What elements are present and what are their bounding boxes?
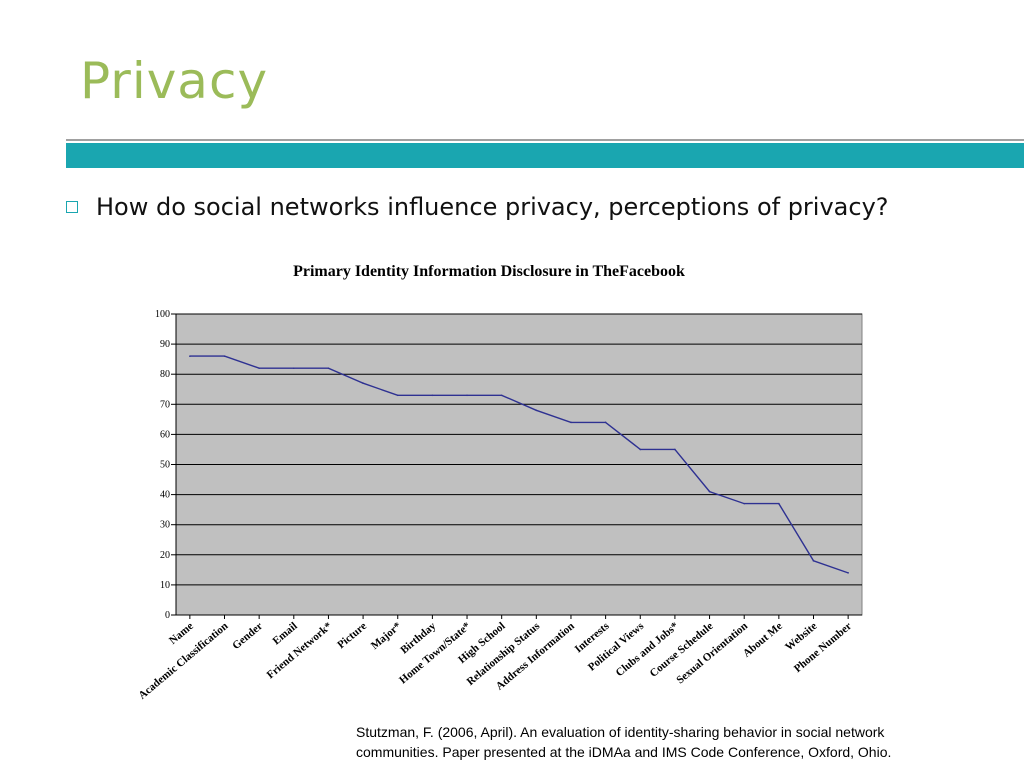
data-point (327, 367, 330, 369)
slide-title: Privacy (80, 52, 269, 110)
y-tick-label: 80 (160, 369, 170, 380)
square-bullet-icon (66, 201, 78, 213)
y-tick-label: 70 (160, 399, 170, 410)
x-tick-label: Picture (335, 620, 369, 651)
bullet-item: How do social networks influence privacy… (66, 190, 1006, 224)
data-point (535, 409, 538, 412)
y-tick-label: 10 (160, 580, 170, 591)
x-tick-label: About Me (741, 620, 785, 660)
title-accent-bar (66, 143, 1024, 168)
citation-line-2: communities. Paper presented at the iDMA… (356, 744, 892, 760)
x-tick-label: Gender (230, 620, 265, 652)
chart-svg: Primary Identity Information Disclosure … (136, 263, 863, 702)
data-point (708, 490, 711, 493)
y-tick-label: 100 (155, 309, 170, 320)
y-tick-label: 50 (160, 460, 170, 471)
data-point (258, 367, 260, 369)
data-point (570, 421, 572, 424)
data-point (466, 394, 468, 397)
data-point (362, 382, 364, 385)
x-tick-label: Friend Network* (265, 620, 335, 682)
citation-line-1: Stutzman, F. (2006, April). An evaluatio… (356, 724, 885, 740)
data-point (743, 502, 746, 505)
data-point (292, 367, 295, 369)
y-tick-label: 90 (160, 339, 170, 350)
title-divider-line (66, 139, 1024, 141)
data-point (431, 394, 434, 397)
data-point (674, 448, 676, 451)
y-tick-label: 40 (160, 490, 170, 501)
data-point (396, 394, 399, 397)
chart-title: Primary Identity Information Disclosure … (293, 263, 685, 280)
series-line (189, 355, 849, 574)
x-tick-label: Name (167, 620, 196, 647)
x-tick-label: Email (270, 620, 299, 647)
data-point (812, 560, 815, 562)
data-point (639, 448, 642, 451)
citation: Stutzman, F. (2006, April). An evaluatio… (356, 722, 1020, 762)
data-point (500, 394, 503, 397)
line-chart: Primary Identity Information Disclosure … (104, 232, 896, 738)
data-point (778, 502, 780, 505)
data-point (604, 421, 607, 424)
data-point (189, 355, 191, 357)
y-tick-label: 60 (160, 429, 170, 440)
y-tick-label: 30 (160, 520, 170, 531)
bullet-text: How do social networks influence privacy… (96, 193, 889, 221)
data-point (847, 572, 849, 574)
y-tick-label: 0 (165, 610, 170, 621)
y-tick-label: 20 (160, 550, 170, 561)
data-point (223, 355, 226, 357)
